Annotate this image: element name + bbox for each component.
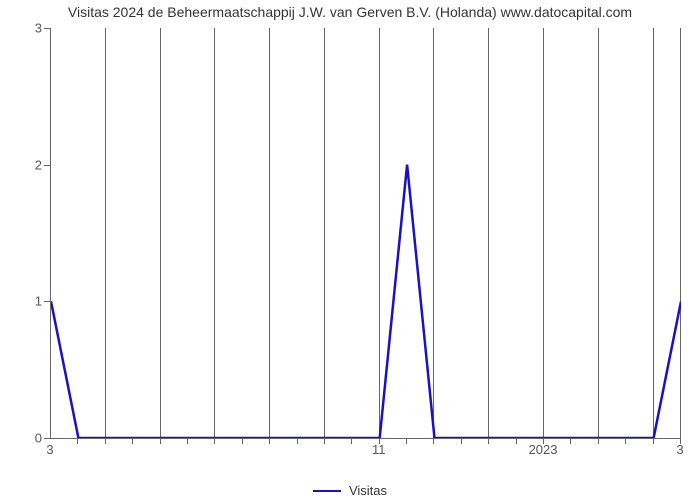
legend-label: Visitas xyxy=(349,483,387,498)
legend: Visitas xyxy=(0,482,700,498)
x-tick-label: 2023 xyxy=(529,442,558,457)
legend-swatch xyxy=(313,490,341,492)
chart-title: Visitas 2024 de Beheermaatschappij J.W. … xyxy=(0,4,700,20)
chart-container: Visitas 2024 de Beheermaatschappij J.W. … xyxy=(0,0,700,500)
y-tick-label: 0 xyxy=(0,431,42,446)
line-chart-svg xyxy=(51,28,681,438)
plot-area xyxy=(50,28,681,439)
y-tick-label: 1 xyxy=(0,294,42,309)
x-tick-label: 11 xyxy=(372,442,386,457)
y-tick-label: 3 xyxy=(0,21,42,36)
y-tick-label: 2 xyxy=(0,157,42,172)
series-line xyxy=(51,165,681,438)
x-tick-label: 3 xyxy=(46,442,53,457)
x-tick-label: 3 xyxy=(676,442,683,457)
